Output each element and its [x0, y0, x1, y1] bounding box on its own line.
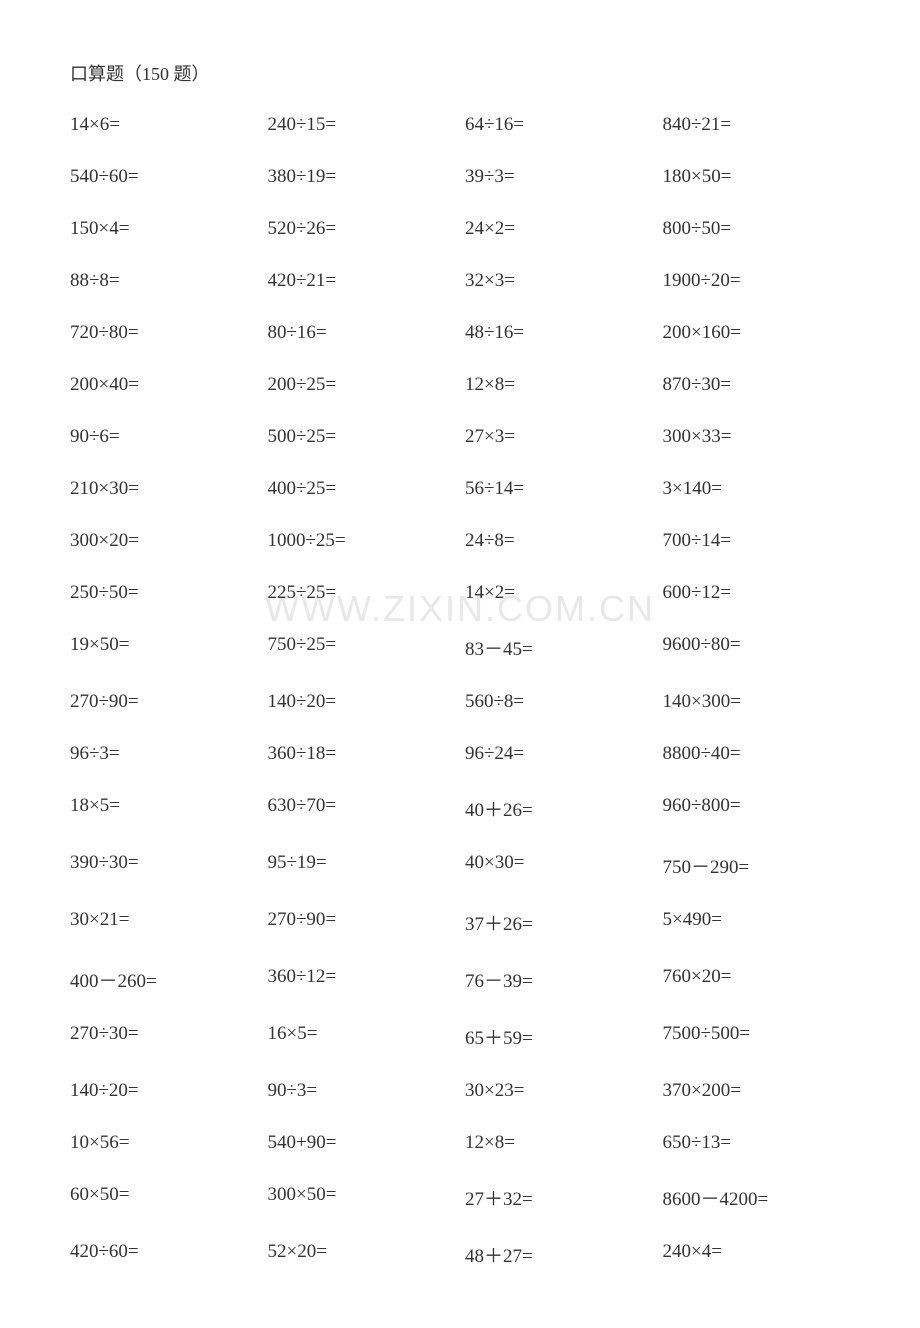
- math-problem: 270÷90=: [268, 909, 456, 936]
- math-problem: 520÷26=: [268, 218, 456, 240]
- math-problem: 390÷30=: [70, 852, 258, 879]
- math-problem: 200×160=: [663, 322, 851, 344]
- math-problem: 300×33=: [663, 426, 851, 448]
- math-problem: 32×3=: [465, 270, 653, 292]
- math-problem: 90÷6=: [70, 426, 258, 448]
- math-problem: 370×200=: [663, 1080, 851, 1102]
- math-problem: 240×4=: [663, 1241, 851, 1268]
- math-problem: 800÷50=: [663, 218, 851, 240]
- math-problem: 1000÷25=: [268, 530, 456, 552]
- math-problem: 37＋26=: [465, 909, 653, 936]
- math-problem: 380÷19=: [268, 166, 456, 188]
- math-problem: 720÷80=: [70, 322, 258, 344]
- math-problem: 700÷14=: [663, 530, 851, 552]
- math-problem: 64÷16=: [465, 114, 653, 136]
- math-problem: 65＋59=: [465, 1023, 653, 1050]
- math-problem: 560÷8=: [465, 691, 653, 713]
- math-problem: 8800÷40=: [663, 743, 851, 765]
- math-problem: 400÷25=: [268, 478, 456, 500]
- math-problem: 500÷25=: [268, 426, 456, 448]
- math-problem: 9600÷80=: [663, 634, 851, 661]
- math-problem: 225÷25=: [268, 582, 456, 604]
- math-problem: 180×50=: [663, 166, 851, 188]
- math-problem: 300×50=: [268, 1184, 456, 1211]
- math-problem: 140÷20=: [70, 1080, 258, 1102]
- math-problem: 200×40=: [70, 374, 258, 396]
- math-problem: 30×23=: [465, 1080, 653, 1102]
- math-problem: 270÷90=: [70, 691, 258, 713]
- math-problem: 630÷70=: [268, 795, 456, 822]
- math-problem: 48＋27=: [465, 1241, 653, 1268]
- math-problem: 60×50=: [70, 1184, 258, 1211]
- math-problem: 18×5=: [70, 795, 258, 822]
- math-problem: 16×5=: [268, 1023, 456, 1050]
- math-problem: 870÷30=: [663, 374, 851, 396]
- math-problem: 760×20=: [663, 966, 851, 993]
- math-problem: 40×30=: [465, 852, 653, 879]
- math-problem: 360÷12=: [268, 966, 456, 993]
- math-problem: 540+90=: [268, 1132, 456, 1154]
- math-problem: 3×140=: [663, 478, 851, 500]
- math-problem: 83－45=: [465, 634, 653, 661]
- math-problem: 24×2=: [465, 218, 653, 240]
- math-problem: 140÷20=: [268, 691, 456, 713]
- math-problem: 1900÷20=: [663, 270, 851, 292]
- page-content: 口算题（150 题） 14×6= 240÷15= 64÷16= 840÷21= 540÷…: [70, 60, 850, 1268]
- math-problem: 360÷18=: [268, 743, 456, 765]
- math-problem: 650÷13=: [663, 1132, 851, 1154]
- math-problem: 200÷25=: [268, 374, 456, 396]
- math-problem: 300×20=: [70, 530, 258, 552]
- math-problem: 30×21=: [70, 909, 258, 936]
- math-problem: 95÷19=: [268, 852, 456, 879]
- math-problem: 48÷16=: [465, 322, 653, 344]
- math-problem: 960÷800=: [663, 795, 851, 822]
- math-problem: 76－39=: [465, 966, 653, 993]
- page-title: 口算题（150 题）: [70, 60, 850, 86]
- math-problem: 10×56=: [70, 1132, 258, 1154]
- math-problem: 250÷50=: [70, 582, 258, 604]
- math-problem: 24÷8=: [465, 530, 653, 552]
- math-problem: 840÷21=: [663, 114, 851, 136]
- math-problem: 600÷12=: [663, 582, 851, 604]
- math-problem: 27×3=: [465, 426, 653, 448]
- math-problem: 420÷21=: [268, 270, 456, 292]
- math-problem: 90÷3=: [268, 1080, 456, 1102]
- math-problem: 80÷16=: [268, 322, 456, 344]
- math-problem: 140×300=: [663, 691, 851, 713]
- math-problem: 12×8=: [465, 1132, 653, 1154]
- math-problem: 240÷15=: [268, 114, 456, 136]
- math-problem: 270÷30=: [70, 1023, 258, 1050]
- math-problem: 750－290=: [663, 852, 851, 879]
- math-problem: 19×50=: [70, 634, 258, 661]
- math-problem: 210×30=: [70, 478, 258, 500]
- math-problem: 750÷25=: [268, 634, 456, 661]
- math-problem: 7500÷500=: [663, 1023, 851, 1050]
- math-problem: 12×8=: [465, 374, 653, 396]
- math-problem: 8600－4200=: [663, 1184, 851, 1211]
- math-problem: 96÷3=: [70, 743, 258, 765]
- math-problem: 39÷3=: [465, 166, 653, 188]
- math-problem: 420÷60=: [70, 1241, 258, 1268]
- math-problem: 96÷24=: [465, 743, 653, 765]
- math-problem: 56÷14=: [465, 478, 653, 500]
- math-problem: 88÷8=: [70, 270, 258, 292]
- math-problem: 400－260=: [70, 966, 258, 993]
- math-problem: 540÷60=: [70, 166, 258, 188]
- math-problem: 27＋32=: [465, 1184, 653, 1211]
- math-problem: 52×20=: [268, 1241, 456, 1268]
- math-problem: 40＋26=: [465, 795, 653, 822]
- math-problem: 14×2=: [465, 582, 653, 604]
- math-problem: 150×4=: [70, 218, 258, 240]
- math-problem: 14×6=: [70, 114, 258, 136]
- problems-grid: 14×6= 240÷15= 64÷16= 840÷21= 540÷60= 380÷19= 3…: [70, 114, 850, 1268]
- math-problem: 5×490=: [663, 909, 851, 936]
